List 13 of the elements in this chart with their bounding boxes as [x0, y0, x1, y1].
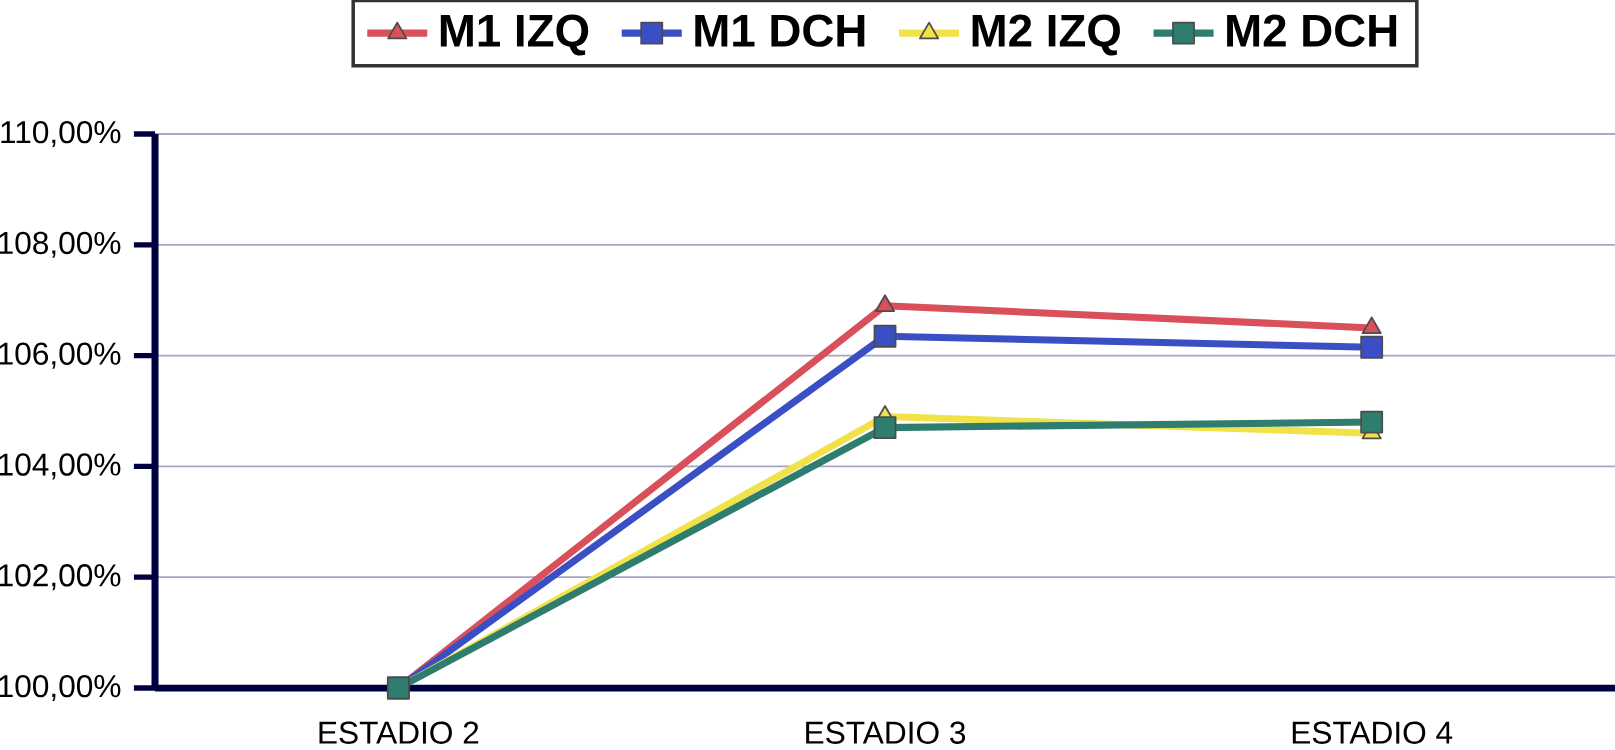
- y-tick-label: 104,00%: [0, 453, 121, 480]
- legend-label: M2 DCH: [1227, 14, 1397, 47]
- y-tick-label: 108,00%: [0, 231, 121, 258]
- x-tick-label: ESTADIO 3: [806, 721, 966, 744]
- legend-label: M2 IZQ: [972, 14, 1120, 56]
- legend-label: M1 DCH: [695, 14, 865, 47]
- x-tick-label: ESTADIO 4: [1292, 721, 1453, 744]
- y-tick-label: 102,00%: [0, 564, 121, 591]
- y-tick-label: 110,00%: [1, 120, 121, 148]
- y-tick-label: 100,00%: [0, 674, 121, 702]
- legend-label: M1 IZQ: [440, 14, 589, 56]
- y-tick-label: 106,00%: [0, 342, 121, 369]
- x-tick-label: ESTADIO 2: [319, 721, 479, 744]
